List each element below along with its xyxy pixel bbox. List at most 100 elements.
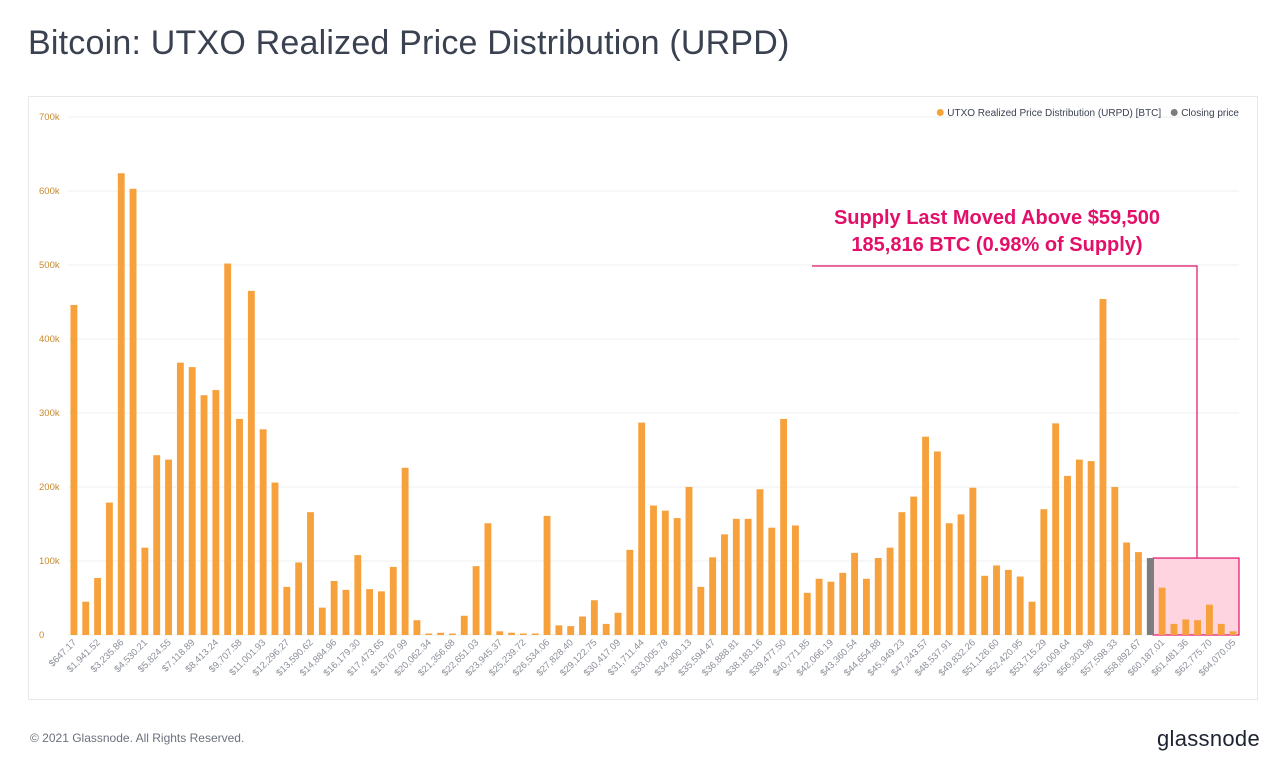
urpd-bar [709, 557, 717, 635]
urpd-bar [1123, 542, 1131, 635]
urpd-bar [1170, 623, 1178, 635]
y-tick-label: 100k [39, 556, 60, 567]
urpd-bar [472, 566, 480, 635]
urpd-bar [1111, 487, 1119, 635]
urpd-bar [1075, 459, 1083, 635]
urpd-bar [945, 523, 953, 635]
urpd-bar [295, 562, 303, 635]
urpd-bar [1028, 601, 1036, 635]
urpd-bar [650, 505, 657, 635]
legend: Closing price UTXO Realized Price Distrib… [936, 108, 1239, 119]
urpd-bar [792, 525, 799, 635]
urpd-bar [342, 589, 350, 635]
urpd-bar [82, 601, 90, 635]
legend-swatch [936, 109, 944, 116]
urpd-bar [1158, 587, 1166, 635]
urpd-bar [1182, 619, 1190, 635]
urpd-bar [389, 566, 397, 635]
urpd-bar [851, 552, 859, 635]
urpd-bar [460, 615, 468, 635]
y-tick-label: 500k [39, 260, 60, 271]
urpd-bar [886, 547, 894, 635]
urpd-bar [981, 575, 989, 635]
urpd-bar [212, 390, 220, 635]
urpd-bar [1004, 569, 1012, 635]
urpd-bar [744, 518, 752, 635]
urpd-bar [283, 586, 291, 635]
legend-label: Closing price [1181, 108, 1239, 119]
urpd-bar [496, 631, 504, 635]
y-tick-label: 200k [39, 482, 60, 493]
urpd-bar [354, 555, 362, 635]
annotation: Supply Last Moved Above $59,500 185,816 B… [812, 207, 1198, 559]
urpd-bar [614, 612, 622, 635]
urpd-bar [318, 607, 326, 635]
urpd-bar [378, 591, 385, 635]
urpd-bar [1087, 461, 1095, 635]
urpd-bar [70, 304, 78, 635]
urpd-bar [874, 558, 882, 635]
y-tick-label: 0 [39, 630, 44, 641]
urpd-bar [839, 572, 847, 635]
urpd-bar [366, 589, 374, 635]
urpd-bar [1016, 576, 1024, 635]
copyright-text: © 2021 Glassnode. All Rights Reserved. [30, 731, 245, 745]
urpd-bar [1205, 604, 1213, 635]
urpd-bar [1229, 631, 1237, 635]
urpd-bar [732, 518, 740, 635]
urpd-bar [200, 395, 208, 635]
legend-label: UTXO Realized Price Distribution (URPD) … [947, 108, 1161, 119]
urpd-bar [531, 633, 539, 635]
urpd-bar [448, 633, 456, 635]
urpd-bar [957, 514, 965, 635]
urpd-bar [1217, 623, 1225, 635]
x-axis-ticks: $647.17$1,941.52$3,235.86$4,530.21$5,824… [47, 637, 1238, 678]
urpd-chart: 0 100k 200k 300k 400k 500k 600k 700k $647.17$1,… [39, 108, 1240, 679]
urpd-bar [413, 620, 421, 635]
urpd-bar [508, 632, 515, 635]
urpd-bar [330, 580, 338, 635]
urpd-bar [626, 549, 634, 635]
urpd-bar [862, 578, 870, 635]
urpd-bar [910, 496, 918, 635]
urpd-bar [993, 565, 1000, 635]
urpd-bar [1040, 509, 1048, 635]
urpd-bar [484, 523, 492, 635]
y-tick-label: 700k [39, 112, 60, 123]
urpd-bar [401, 467, 409, 635]
urpd-bar [673, 518, 681, 635]
urpd-bar [1099, 299, 1107, 635]
urpd-bar [803, 592, 811, 635]
urpd-bar [697, 586, 705, 635]
urpd-bar [768, 527, 776, 635]
urpd-bar [165, 459, 172, 635]
urpd-bar [188, 367, 196, 635]
urpd-bar [922, 436, 929, 635]
urpd-bar [898, 512, 906, 635]
closing-price-bar [1146, 558, 1154, 635]
urpd-bar [224, 263, 232, 635]
urpd-bar [1194, 620, 1202, 635]
urpd-bar [247, 290, 255, 635]
legend-swatch [1170, 109, 1178, 116]
urpd-bar [567, 626, 575, 635]
urpd-bar [437, 632, 445, 635]
chart-frame: 0 100k 200k 300k 400k 500k 600k 700k $647.17 $1,… [28, 96, 1258, 700]
annotation-connector [812, 265, 1198, 559]
glassnode-logo[interactable]: glassnode [1157, 726, 1260, 751]
urpd-bar [307, 512, 314, 635]
bar-layer [70, 173, 1237, 635]
urpd-bar [555, 625, 563, 635]
urpd-bar [94, 578, 102, 635]
urpd-bar [176, 362, 184, 635]
urpd-bar [543, 515, 551, 635]
y-tick-label: 400k [39, 334, 60, 345]
page-title: Bitcoin: UTXO Realized Price Distributio… [28, 24, 790, 62]
urpd-bar [105, 502, 113, 635]
urpd-bar [1052, 423, 1060, 635]
urpd-bar [969, 487, 977, 635]
urpd-bar [815, 578, 823, 635]
urpd-bar [780, 418, 788, 635]
urpd-bar [271, 482, 279, 635]
urpd-bar [602, 623, 610, 635]
